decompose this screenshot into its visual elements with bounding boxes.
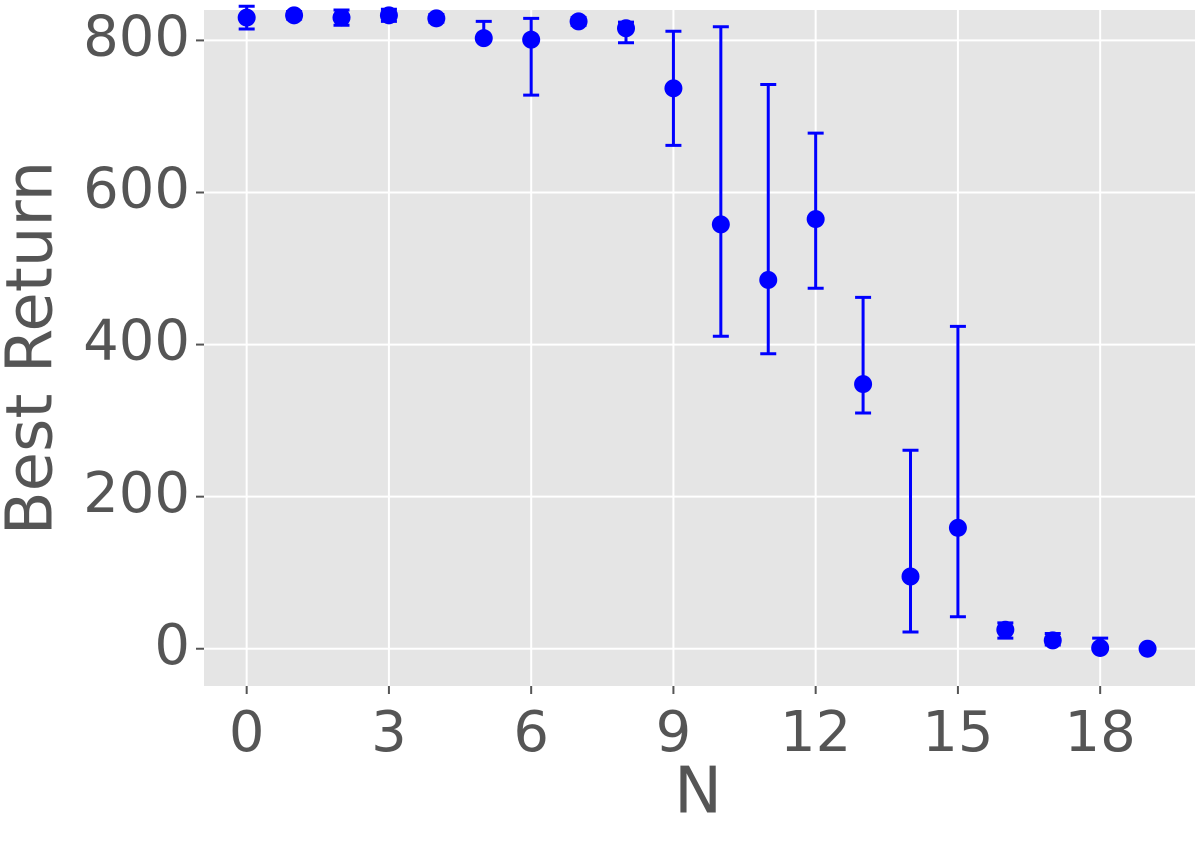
data-point — [379, 6, 398, 25]
error-bar — [712, 25, 729, 338]
y-tick-label: 0 — [154, 613, 190, 678]
data-point — [996, 620, 1015, 639]
x-tick-label: 3 — [371, 700, 407, 765]
x-tick-label: 0 — [229, 700, 265, 765]
data-point — [948, 518, 967, 537]
data-point — [664, 79, 683, 98]
data-point — [854, 375, 873, 394]
data-point — [1043, 631, 1062, 650]
x-tick-label: 6 — [513, 700, 549, 765]
data-point — [901, 567, 920, 586]
y-tick-label: 200 — [83, 461, 190, 526]
data-point — [759, 270, 778, 289]
data-point — [1138, 639, 1157, 658]
data-point — [332, 8, 351, 27]
y-tick-label: 600 — [83, 157, 190, 222]
y-tick-label: 400 — [83, 309, 190, 374]
error-bar — [902, 448, 919, 634]
plot-area — [204, 10, 1195, 686]
x-axis-label: N — [674, 755, 722, 829]
x-tick-label: 9 — [656, 700, 692, 765]
data-point — [569, 12, 588, 31]
error-bar — [760, 83, 777, 356]
error-bar — [855, 295, 872, 415]
data-point — [711, 215, 730, 234]
data-point — [427, 9, 446, 28]
data-point — [1091, 638, 1110, 657]
x-tick-label: 12 — [780, 700, 851, 765]
error-bar — [949, 324, 966, 619]
y-axis-label: Best Return — [0, 161, 68, 535]
data-point — [806, 210, 825, 229]
x-tick-label: 15 — [922, 700, 993, 765]
x-tick-label: 18 — [1065, 700, 1136, 765]
y-tick-label: 800 — [83, 5, 190, 70]
data-point — [617, 19, 636, 38]
data-point — [285, 6, 304, 25]
data-point — [237, 8, 256, 27]
data-point — [522, 30, 541, 49]
data-point — [474, 29, 493, 48]
